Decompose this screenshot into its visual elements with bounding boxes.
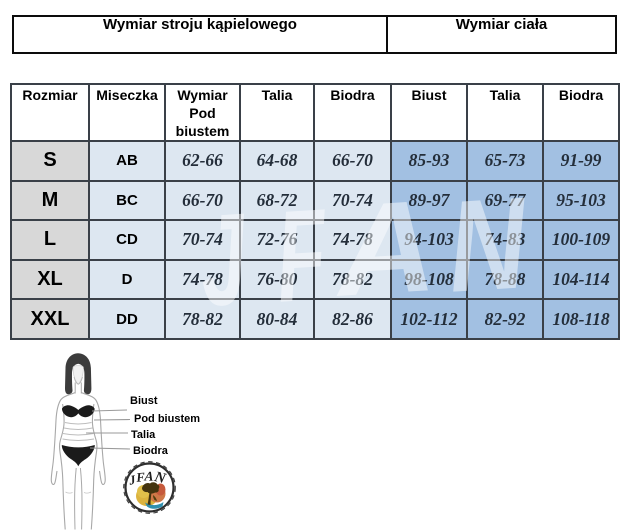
svg-text:J: J [127,472,138,488]
svg-text:N: N [152,469,168,488]
svg-text:F: F [135,469,146,485]
svg-text:A: A [143,468,154,484]
